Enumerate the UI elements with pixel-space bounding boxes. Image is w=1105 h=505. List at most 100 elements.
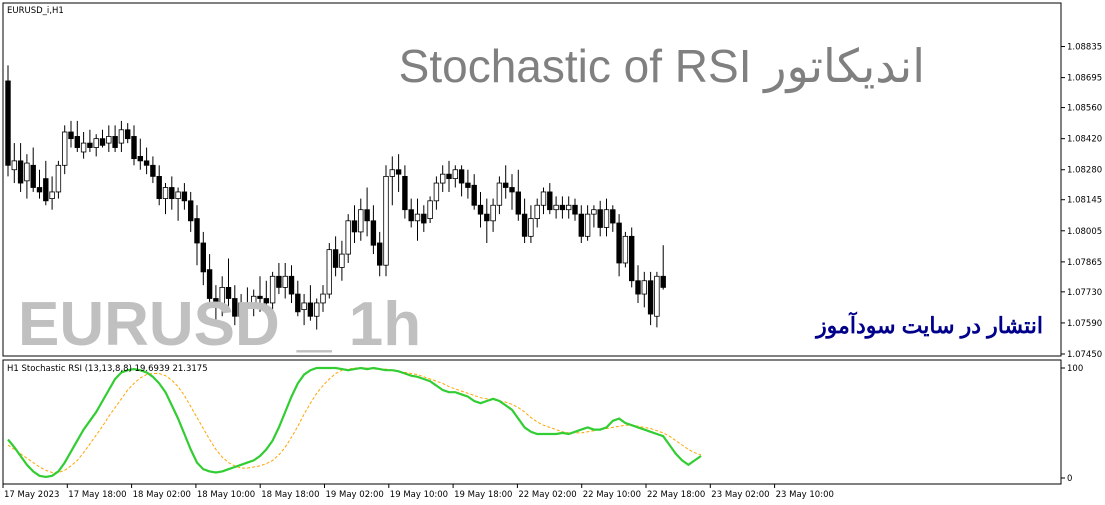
candle-body	[99, 138, 106, 146]
candle	[490, 198, 496, 232]
candle	[276, 262, 282, 295]
candle	[584, 205, 591, 241]
candle	[36, 169, 43, 199]
candle-body	[515, 191, 521, 215]
candle-body	[547, 191, 553, 211]
candle	[238, 294, 244, 326]
time-tick-label: 19 May 02:00	[326, 490, 384, 500]
stochastic-lines	[7, 366, 702, 479]
candle	[288, 265, 295, 303]
candle	[74, 120, 80, 152]
candle-body	[74, 136, 80, 148]
candle	[439, 165, 446, 192]
candle	[465, 169, 471, 199]
candle-body	[439, 173, 446, 184]
candle	[528, 205, 534, 243]
candle-body	[395, 169, 402, 175]
indicator-tick-label: 0	[1067, 474, 1072, 484]
candles-group	[5, 65, 666, 330]
candle	[496, 176, 503, 215]
candle-body	[187, 200, 194, 222]
candle-body	[112, 136, 118, 148]
candle	[629, 227, 635, 288]
candle	[395, 154, 402, 192]
candle	[17, 143, 24, 192]
candle	[383, 165, 389, 277]
candle	[55, 160, 62, 199]
candle-body	[250, 295, 257, 308]
indicator-tick-label: 100	[1067, 364, 1083, 374]
candle	[351, 205, 358, 243]
candle-body	[566, 204, 572, 211]
candle	[553, 196, 559, 219]
candle	[540, 187, 547, 215]
candle-body	[269, 275, 276, 304]
candle	[509, 174, 515, 210]
candle-body	[143, 160, 150, 166]
candle	[370, 205, 377, 255]
candle	[339, 240, 345, 281]
candle-body	[24, 162, 30, 182]
candle-body	[326, 249, 332, 295]
candle-body	[540, 191, 547, 206]
candle	[206, 254, 213, 308]
candle-body	[572, 204, 578, 215]
candle	[647, 271, 654, 326]
candle-body	[465, 182, 471, 188]
candle	[414, 198, 421, 241]
candle-body	[43, 178, 49, 202]
candle	[635, 265, 641, 303]
candle	[5, 65, 11, 177]
symbol-label: EURUSD_i,H1	[7, 6, 64, 16]
candle	[143, 147, 150, 175]
candle-body	[446, 173, 452, 180]
candle	[515, 169, 521, 221]
candle-body	[257, 295, 263, 299]
candle	[332, 236, 339, 277]
candle-body	[370, 220, 377, 246]
price-tick-label: 1.07590	[1067, 319, 1102, 329]
candle	[421, 205, 427, 232]
time-tick-label: 19 May 10:00	[390, 490, 448, 500]
time-tick-label: 18 May 10:00	[197, 490, 255, 500]
price-tick-label: 1.07865	[1067, 258, 1102, 268]
candle-body	[200, 242, 206, 273]
candle-body	[534, 204, 540, 219]
candle-body	[502, 182, 509, 188]
candle-body	[162, 187, 169, 200]
candle	[591, 205, 597, 228]
candle	[181, 183, 188, 210]
candle	[660, 245, 666, 290]
candle-body	[389, 169, 395, 177]
candle-body	[225, 286, 232, 299]
time-tick-label: 18 May 02:00	[133, 490, 191, 500]
candle-body	[402, 175, 408, 211]
candle	[213, 285, 219, 321]
candle	[433, 176, 440, 210]
candle	[364, 187, 370, 237]
candle	[175, 187, 181, 221]
candle	[24, 154, 30, 199]
candle-body	[244, 302, 251, 308]
candle	[68, 120, 74, 148]
candle-body	[11, 160, 17, 171]
time-tick-label: 23 May 02:00	[711, 490, 769, 500]
time-tick-label: 19 May 18:00	[454, 490, 512, 500]
candle	[282, 262, 288, 299]
indicator-label: H1 Stochastic RSI (13,13,8,8) 19.6939 21…	[7, 364, 208, 374]
candle-body	[553, 204, 559, 211]
price-tick-label: 1.07450	[1067, 350, 1102, 360]
candle	[244, 287, 251, 317]
candle-body	[616, 222, 622, 264]
candle	[257, 276, 263, 312]
candle-body	[238, 302, 244, 317]
candle	[169, 176, 175, 210]
indicator-axis: 100 0	[1061, 364, 1083, 484]
candle-body	[332, 249, 339, 268]
candle-body	[477, 204, 484, 215]
candle-body	[36, 187, 43, 193]
candle	[301, 294, 307, 326]
candle-body	[484, 213, 490, 222]
